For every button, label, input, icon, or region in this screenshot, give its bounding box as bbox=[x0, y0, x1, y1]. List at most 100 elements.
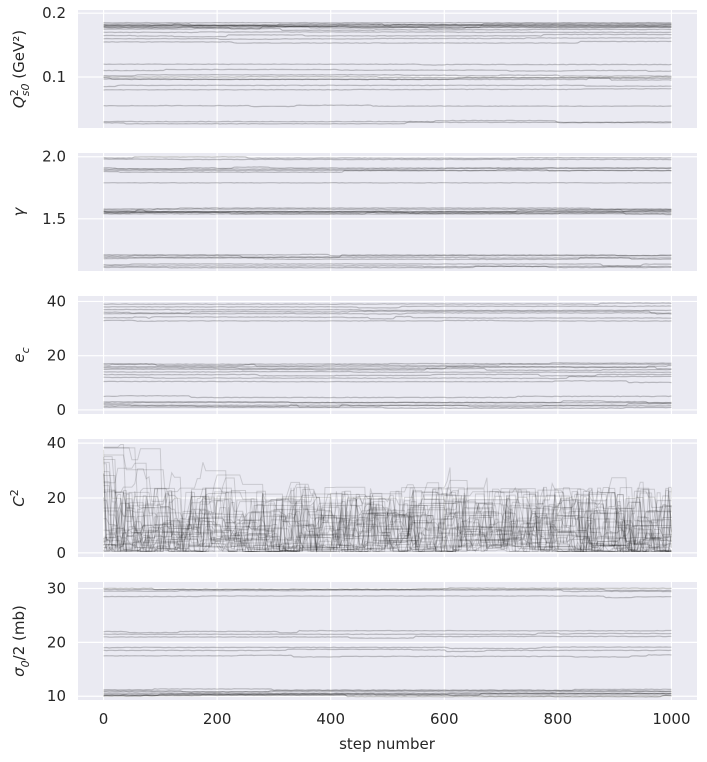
walker-trace bbox=[103, 21, 672, 24]
walker-trace bbox=[103, 648, 672, 653]
walker-trace bbox=[103, 23, 672, 28]
walker-trace bbox=[103, 487, 672, 553]
walker-trace bbox=[103, 84, 672, 88]
walker-trace bbox=[103, 254, 672, 258]
walker-trace bbox=[103, 22, 672, 27]
walker-trace bbox=[103, 208, 672, 211]
walker-trace bbox=[103, 208, 672, 213]
walker-trace bbox=[103, 375, 672, 380]
walker-trace bbox=[103, 472, 672, 552]
walker-trace bbox=[103, 308, 672, 312]
walker-trace bbox=[103, 459, 672, 552]
walker-trace bbox=[103, 373, 672, 377]
walker-traces bbox=[103, 302, 672, 410]
walker-trace bbox=[103, 394, 672, 399]
walker-trace bbox=[103, 632, 672, 636]
y-tick-label: 0.2 bbox=[42, 4, 66, 22]
walker-trace bbox=[103, 77, 672, 81]
walker-trace bbox=[103, 263, 672, 267]
x-tick-label: 0 bbox=[99, 710, 109, 728]
trace-panel-2: 1.5 2.0 γ bbox=[10, 148, 697, 271]
walker-trace bbox=[103, 595, 672, 599]
x-tick-label: 800 bbox=[544, 710, 573, 728]
walker-trace bbox=[103, 158, 672, 161]
walker-trace bbox=[103, 481, 672, 553]
walker-trace bbox=[103, 589, 672, 593]
walker-trace bbox=[103, 635, 672, 639]
walker-trace bbox=[103, 477, 672, 552]
walker-trace bbox=[103, 40, 672, 44]
walker-trace bbox=[103, 444, 672, 552]
walker-trace bbox=[103, 461, 672, 552]
walker-trace bbox=[103, 265, 672, 269]
walker-trace bbox=[103, 489, 672, 553]
walker-trace bbox=[103, 694, 672, 697]
walker-trace bbox=[103, 168, 672, 172]
walker-trace bbox=[103, 473, 672, 552]
walker-trace bbox=[103, 256, 672, 261]
walker-trace bbox=[103, 406, 672, 410]
walker-trace bbox=[103, 27, 672, 32]
walker-trace bbox=[103, 366, 672, 370]
trace-panel-1: 0.1 0.2 Q2s0 (GeV²) bbox=[8, 4, 697, 128]
walker-trace bbox=[103, 25, 672, 29]
walker-trace bbox=[103, 471, 672, 552]
walker-trace bbox=[103, 488, 672, 552]
walker-trace bbox=[103, 462, 672, 553]
walker-trace bbox=[103, 68, 672, 72]
y-tick-label: 20 bbox=[47, 633, 66, 651]
walker-trace bbox=[103, 487, 672, 552]
walker-trace bbox=[103, 456, 672, 552]
walker-trace bbox=[103, 119, 672, 124]
walker-trace bbox=[103, 484, 672, 554]
walker-traces bbox=[103, 587, 672, 698]
walker-trace bbox=[103, 209, 672, 214]
walker-trace bbox=[103, 367, 672, 372]
walker-trace bbox=[103, 654, 672, 658]
walker-trace bbox=[103, 363, 672, 367]
walker-trace bbox=[103, 264, 672, 268]
walker-trace bbox=[103, 692, 672, 695]
walker-trace bbox=[103, 482, 672, 552]
y-tick-label: 0 bbox=[56, 401, 66, 419]
y-axis-label: γ bbox=[10, 206, 28, 216]
walker-trace bbox=[103, 256, 672, 259]
walker-trace bbox=[103, 689, 672, 693]
walker-trace bbox=[103, 588, 672, 592]
walker-trace bbox=[103, 310, 672, 315]
walker-trace bbox=[103, 22, 672, 26]
walker-trace bbox=[103, 155, 672, 160]
walker-trace bbox=[103, 31, 672, 34]
walker-trace bbox=[103, 456, 672, 554]
trace-panel-3: 0 20 40 ec bbox=[10, 292, 697, 419]
walker-trace bbox=[103, 486, 672, 553]
walker-trace bbox=[103, 454, 672, 552]
walker-trace bbox=[103, 690, 672, 693]
walker-trace bbox=[103, 491, 672, 553]
plot-area bbox=[78, 296, 697, 414]
walker-trace bbox=[103, 449, 672, 552]
walker-trace bbox=[103, 33, 672, 38]
y-tick-label: 10 bbox=[47, 687, 66, 705]
y-tick-label: 40 bbox=[47, 292, 66, 310]
walker-trace bbox=[103, 489, 672, 552]
walker-trace bbox=[103, 629, 672, 634]
walker-trace bbox=[103, 491, 672, 552]
walker-trace bbox=[103, 75, 672, 79]
y-axis-label: ec bbox=[10, 347, 32, 362]
walker-trace bbox=[103, 211, 672, 215]
walker-trace bbox=[103, 447, 672, 552]
walker-trace bbox=[103, 211, 672, 216]
walker-trace bbox=[103, 488, 672, 552]
walker-trace bbox=[103, 319, 672, 322]
plot-area bbox=[78, 582, 697, 700]
walker-trace bbox=[103, 210, 672, 213]
walker-trace bbox=[103, 401, 672, 404]
walker-trace bbox=[103, 63, 672, 66]
plot-area bbox=[78, 10, 697, 128]
walker-trace bbox=[103, 37, 672, 41]
trace-panel-5: 10 20 30 0 200 400 600 800 1000 σ0/2 (mb) bbox=[10, 579, 697, 728]
walker-traces bbox=[103, 21, 672, 125]
walker-traces bbox=[103, 444, 672, 554]
